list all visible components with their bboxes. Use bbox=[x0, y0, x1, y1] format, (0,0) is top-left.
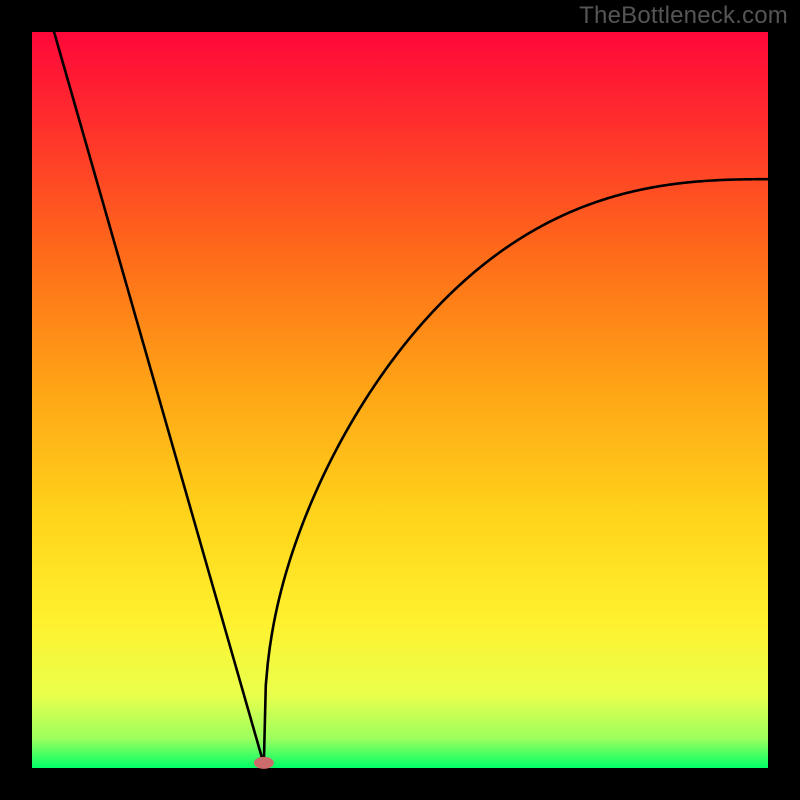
bottleneck-chart bbox=[0, 0, 800, 800]
chart-gradient-bg bbox=[32, 32, 768, 768]
optimal-point-marker bbox=[254, 757, 274, 769]
watermark-text: TheBottleneck.com bbox=[579, 2, 788, 30]
